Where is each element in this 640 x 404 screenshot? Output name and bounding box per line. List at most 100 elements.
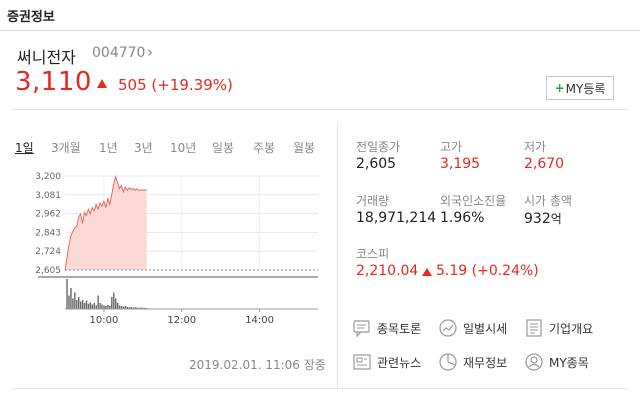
volume-bar xyxy=(89,302,92,309)
volume-bar xyxy=(116,303,119,309)
x-tick-label: 14:00 xyxy=(245,315,274,326)
volume-bar xyxy=(130,306,132,309)
index-value: 2,210.04 xyxy=(356,263,419,279)
y-tick-label: 2,843 xyxy=(35,228,61,238)
section-title: 증권정보 xyxy=(7,10,55,25)
volume-bar xyxy=(115,298,117,309)
high-value: 3,195 xyxy=(440,156,481,172)
bottom-divider xyxy=(12,388,628,389)
tab-1y[interactable]: 1년 xyxy=(99,141,118,155)
low-label: 저가 xyxy=(524,140,547,154)
y-tick-label: 2,605 xyxy=(35,266,61,276)
index-up-icon xyxy=(422,268,432,276)
y-axis-ticks: 3,200 3,081 2,962 2,843 2,724 2,605 xyxy=(35,172,61,276)
volume-bar xyxy=(76,300,78,309)
volume-bar xyxy=(74,292,76,309)
volume-bar xyxy=(85,300,88,309)
tab-10y[interactable]: 10년 xyxy=(170,141,197,155)
volume-bars xyxy=(66,279,148,309)
volume-bar xyxy=(136,307,138,309)
my-stocks-link[interactable]: MY종목 xyxy=(524,352,589,372)
news-icon xyxy=(353,354,371,370)
stock-name-link[interactable]: 써니전자 xyxy=(17,48,76,67)
chat-icon xyxy=(353,320,370,338)
volume-bar xyxy=(99,303,101,309)
volume-bar xyxy=(103,305,105,309)
tab-monthly-candle[interactable]: 월봉 xyxy=(293,141,316,155)
foreign-ratio-label: 외국인소진율 xyxy=(440,194,507,208)
volume-bar xyxy=(140,307,142,309)
volume-bar xyxy=(111,297,113,309)
volume-bar xyxy=(78,297,80,309)
low-value: 2,670 xyxy=(524,156,565,172)
plus-icon: + xyxy=(554,81,565,95)
prev-close-label: 전일종가 xyxy=(356,140,401,154)
tab-1d[interactable]: 1일 xyxy=(15,141,34,155)
volume-bar xyxy=(142,307,144,309)
market-cap-value: 932억 xyxy=(524,210,562,227)
volume-bar xyxy=(91,304,94,309)
volume-bar xyxy=(97,295,99,309)
last-updated: 2019.02.01. 11:06 장중 xyxy=(189,358,326,372)
volume-bar xyxy=(105,306,107,309)
high-label: 고가 xyxy=(440,140,463,154)
volume-bar xyxy=(134,307,136,309)
document-icon xyxy=(526,319,542,337)
discussion-link-label: 종목토론 xyxy=(377,321,422,336)
my-stocks-link-label: MY종목 xyxy=(549,355,589,370)
pie-icon xyxy=(439,353,457,371)
volume-bar xyxy=(132,307,134,309)
volume-bar xyxy=(122,306,125,309)
trend-icon xyxy=(439,319,457,337)
daily-price-link-label: 일별시세 xyxy=(463,321,508,336)
volume-bar xyxy=(113,292,115,309)
market-cap-label: 시가 총액 xyxy=(524,194,572,208)
price-up-icon xyxy=(97,79,107,88)
market-cap-number: 932 xyxy=(524,211,551,227)
volume-bar xyxy=(66,279,68,309)
x-tick-label: 10:00 xyxy=(90,315,119,326)
volume-bar xyxy=(81,300,84,309)
add-my-stock-label: MY등록 xyxy=(565,81,606,96)
chevron-right-icon[interactable]: › xyxy=(147,43,153,61)
price-change: 505 (+19.39%) xyxy=(118,76,233,94)
prev-close-value: 2,605 xyxy=(356,156,397,172)
volume-bar xyxy=(93,303,95,309)
tab-daily-candle[interactable]: 일봉 xyxy=(212,141,235,155)
intraday-chart: 3,200 3,081 2,962 2,843 2,724 2,605 10:00 12:0… xyxy=(35,172,318,326)
discussion-link[interactable]: 종목토론 xyxy=(352,318,421,338)
user-icon xyxy=(525,353,543,371)
content-divider xyxy=(12,109,628,110)
column-divider xyxy=(337,122,338,388)
y-tick-label: 3,081 xyxy=(35,191,61,201)
volume-bar xyxy=(72,298,74,309)
volume-bar xyxy=(118,305,121,309)
volume-bar xyxy=(101,304,103,309)
y-tick-label: 2,962 xyxy=(35,210,61,220)
volume-bar xyxy=(138,307,140,309)
daily-price-link[interactable]: 일별시세 xyxy=(438,318,507,338)
volume-bar xyxy=(70,288,72,309)
volume-bar xyxy=(144,307,146,309)
y-tick-label: 2,724 xyxy=(35,247,61,257)
tab-weekly-candle[interactable]: 주봉 xyxy=(253,141,276,155)
x-tick-label: 12:00 xyxy=(167,315,196,326)
add-my-stock-button[interactable]: + MY등록 xyxy=(546,76,614,100)
foreign-ratio-value: 1.96% xyxy=(440,210,485,226)
news-link[interactable]: 관련뉴스 xyxy=(352,352,421,372)
financials-link[interactable]: 재무정보 xyxy=(438,352,507,372)
current-price: 3,110 xyxy=(15,67,92,97)
y-tick-label: 3,200 xyxy=(35,172,61,182)
company-overview-link[interactable]: 기업개요 xyxy=(524,318,593,338)
volume-value: 18,971,214 xyxy=(356,210,437,226)
stock-code[interactable]: 004770 xyxy=(92,45,146,61)
price-line xyxy=(64,175,147,271)
volume-bar xyxy=(124,306,127,309)
volume-bar xyxy=(126,306,129,309)
index-change: 5.19 (+0.24%) xyxy=(436,263,539,279)
volume-bar xyxy=(107,304,109,309)
tab-3m[interactable]: 3개월 xyxy=(51,141,81,155)
tab-3y[interactable]: 3년 xyxy=(134,141,153,155)
index-name[interactable]: 코스피 xyxy=(356,247,390,261)
volume-bar xyxy=(109,306,111,309)
